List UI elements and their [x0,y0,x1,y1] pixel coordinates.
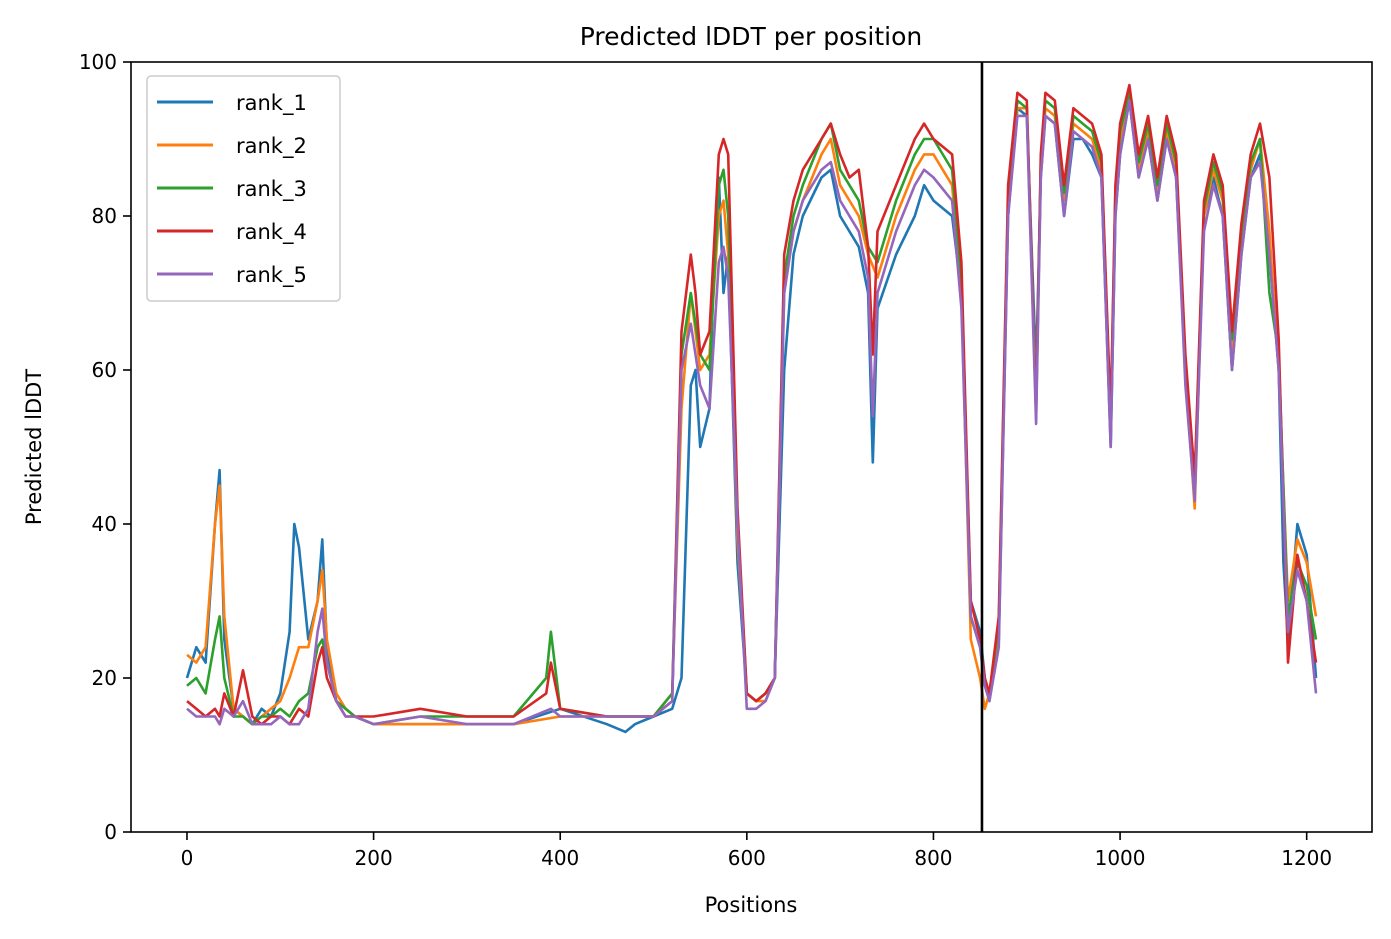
legend-box [146,75,341,302]
legend: rank_1 rank_2 rank_3 rank_4 rank_5 [146,75,341,302]
y-axis-ticks: 0 20 40 60 80 100 [79,50,131,844]
x-tick-label: 200 [355,846,393,870]
series-layer [185,83,1318,734]
x-tick-label: 400 [541,846,579,870]
x-tick-label: 800 [914,846,952,870]
legend-label-rank-4: rank_4 [236,220,307,245]
chart-title: Predicted lDDT per position [580,22,922,51]
series-line-rank-4 [186,83,1318,726]
x-tick-label: 1000 [1095,846,1146,870]
y-axis-label: Predicted lDDT [22,369,46,525]
series-line-rank-5 [186,99,1318,726]
legend-label-rank-3: rank_3 [236,177,307,202]
x-tick-label: 0 [181,846,194,870]
x-axis-ticks: 0 200 400 600 800 1000 1200 [181,832,1332,870]
x-tick-label: 1200 [1281,846,1332,870]
legend-label-rank-1: rank_1 [236,91,307,116]
plot-frame [130,61,1373,833]
y-tick-label: 40 [92,512,117,536]
y-tick-label: 100 [79,50,117,74]
x-axis-label: Positions [705,893,798,917]
y-tick-label: 20 [92,666,117,690]
y-tick-label: 0 [104,820,117,844]
y-tick-label: 80 [92,204,117,228]
y-tick-label: 60 [92,358,117,382]
x-tick-label: 600 [728,846,766,870]
legend-label-rank-2: rank_2 [236,134,307,159]
legend-label-rank-5: rank_5 [236,263,307,288]
